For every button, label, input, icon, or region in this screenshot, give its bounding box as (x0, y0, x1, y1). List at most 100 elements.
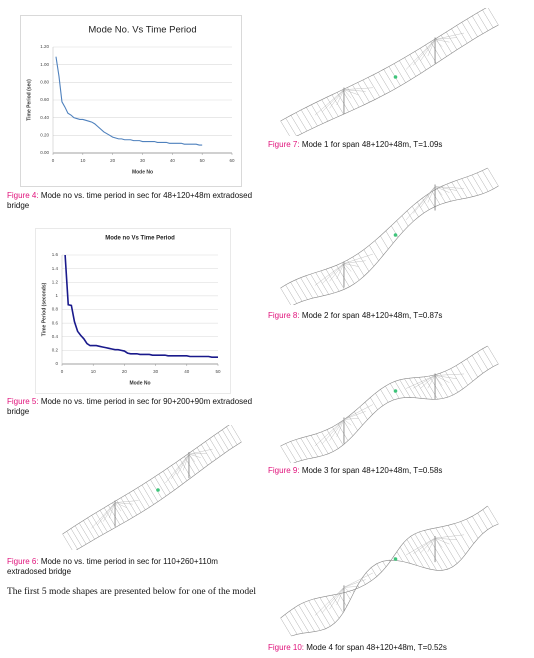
cable (314, 263, 345, 286)
deck-rib (129, 492, 142, 513)
cable (322, 587, 345, 613)
deck-rib (332, 426, 344, 446)
deck-rib (338, 593, 347, 607)
deck-rib (95, 512, 108, 533)
cable (413, 375, 436, 389)
cable (114, 502, 122, 512)
caption-text: Mode no vs. time period in sec for 48+12… (7, 191, 253, 210)
mode-shape-image (280, 8, 499, 136)
deck-rib (482, 9, 494, 28)
deck-rib (306, 107, 318, 127)
cable (343, 89, 366, 92)
cable (314, 419, 345, 447)
cable (343, 89, 359, 96)
deck-rib (424, 376, 438, 400)
deck-rib (209, 438, 221, 457)
deck-rib (401, 215, 409, 227)
node-marker (393, 75, 398, 79)
deck-rib (385, 385, 394, 401)
deck-rib (343, 420, 353, 436)
deck-rib (326, 429, 339, 449)
deck-rib (446, 31, 458, 50)
y-tick-label: 0.80 (40, 80, 49, 85)
x-tick-label: 50 (200, 158, 206, 163)
deck-rib (192, 450, 204, 469)
deck-rib (455, 365, 468, 386)
deck-rib (347, 260, 360, 281)
chart-frame (20, 15, 242, 187)
cable (434, 186, 443, 196)
deck-rib (430, 41, 442, 60)
cable (343, 404, 374, 420)
deck-rib (150, 479, 163, 499)
caption-text: Mode 1 for span 48+120+48m, T=1.09s (301, 140, 443, 149)
deck-rib (201, 444, 213, 463)
cable (343, 263, 359, 267)
deck-rib (280, 120, 290, 136)
deck-rib (466, 358, 478, 378)
deck-rib (436, 188, 446, 203)
y-axis-label: Time Period (sec) (26, 79, 32, 121)
caption-text: Mode no vs. time period in sec for 90+20… (7, 397, 253, 416)
caption-label: Figure 5: (7, 397, 39, 406)
chart-title: Mode No. Vs Time Period (88, 25, 196, 36)
caption: Figure 10: Mode 4 for span 48+120+48m, T… (268, 643, 528, 653)
x-tick-label: 40 (184, 369, 190, 374)
cable (405, 375, 436, 389)
cable (336, 89, 345, 106)
deck-rib (419, 531, 443, 571)
deck-rib (446, 183, 457, 201)
deck-rib (373, 74, 386, 95)
deck-rib (352, 590, 355, 593)
deck-rib (300, 277, 314, 299)
deck-rib (441, 526, 462, 560)
deck-edge (293, 363, 499, 463)
deck-rib (298, 604, 315, 632)
deck-rib (337, 423, 349, 441)
deck-rib (290, 441, 303, 461)
paragraph: The first 5 mode shapes are presented be… (7, 587, 257, 597)
cable (188, 454, 195, 462)
y-tick-label: 1.20 (40, 44, 49, 49)
deck-rib (476, 172, 489, 192)
deck-rib (424, 530, 448, 570)
node-marker (393, 389, 398, 393)
y-tick-label: 1.6 (52, 252, 59, 257)
deck-rib (429, 375, 443, 399)
deck-edge (291, 523, 499, 637)
cable (182, 454, 190, 471)
deck-rib (330, 267, 345, 290)
mode-shape-image (280, 167, 499, 305)
cable (188, 453, 207, 455)
cable (114, 502, 127, 508)
deck-rib (99, 510, 112, 530)
cable (343, 260, 366, 264)
deck-rib (456, 180, 468, 198)
deck-rib (137, 487, 150, 508)
cable (435, 534, 465, 539)
cable (413, 186, 436, 214)
deck-rib (336, 265, 350, 287)
deck-rib (425, 44, 437, 64)
deck-rib (439, 373, 454, 396)
deck-rib (70, 528, 83, 547)
x-tick-label: 20 (110, 158, 116, 163)
cable (115, 502, 133, 505)
deck-rib (482, 348, 494, 367)
deck-rib (295, 112, 308, 132)
deck-rib (410, 536, 431, 570)
cable (434, 537, 443, 548)
deck-rib (380, 389, 389, 403)
deck-rib (205, 441, 217, 460)
deck-rib (104, 507, 116, 528)
deck-rib (347, 87, 360, 108)
deck-rib (357, 82, 370, 103)
deck-rib (354, 411, 363, 426)
deck-rib (230, 425, 242, 443)
y-tick-label: 0.4 (52, 334, 59, 339)
y-tick-label: 0.40 (40, 115, 49, 120)
deck-rib (321, 431, 334, 452)
cable (322, 89, 345, 112)
deck-rib (310, 435, 324, 456)
